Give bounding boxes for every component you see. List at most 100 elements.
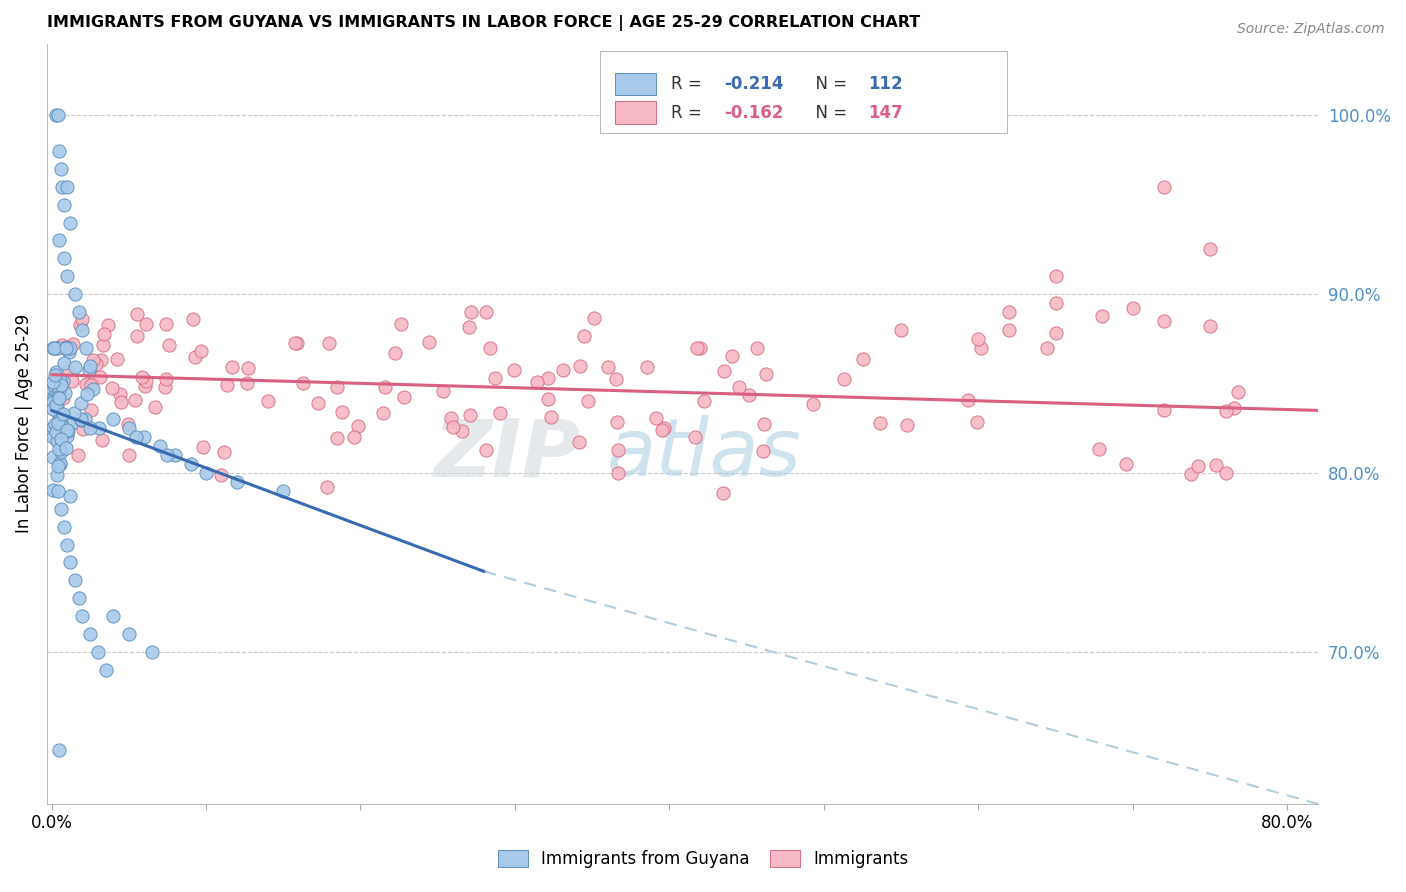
Point — [48, 234, 70, 248]
Point — [475, 305, 498, 319]
Point — [55, 341, 77, 355]
Point — [55, 442, 77, 456]
Point — [72, 422, 94, 436]
Point — [42, 483, 65, 497]
Point — [44, 417, 66, 431]
Point — [56, 179, 79, 194]
Point — [418, 334, 440, 349]
Point — [636, 359, 658, 374]
Point — [316, 480, 339, 494]
Point — [598, 360, 620, 375]
Point — [46, 404, 69, 418]
Point — [374, 380, 396, 394]
Point — [755, 367, 778, 381]
Point — [44, 368, 66, 383]
Point — [103, 609, 125, 624]
Point — [59, 341, 82, 355]
Point — [1223, 401, 1246, 415]
Point — [125, 430, 148, 444]
Point — [127, 307, 149, 321]
Point — [53, 385, 76, 400]
Point — [1205, 458, 1227, 472]
Point — [52, 252, 75, 266]
Point — [318, 335, 340, 350]
Point — [1045, 326, 1067, 341]
Point — [728, 380, 751, 394]
Point — [153, 380, 176, 394]
Point — [42, 430, 65, 444]
Point — [46, 458, 69, 473]
Point — [257, 394, 280, 409]
Point — [118, 421, 141, 435]
Point — [48, 370, 70, 384]
Point — [869, 416, 891, 430]
Point — [165, 448, 187, 462]
Point — [1153, 403, 1175, 417]
Point — [94, 663, 117, 677]
Point — [46, 483, 69, 498]
Point — [70, 413, 93, 427]
Point — [568, 435, 591, 450]
Point — [55, 340, 77, 354]
Point — [53, 341, 76, 355]
Point — [209, 468, 232, 483]
Point — [56, 423, 79, 437]
Text: -0.162: -0.162 — [724, 103, 785, 122]
Point — [51, 444, 73, 458]
Point — [80, 372, 103, 386]
Point — [134, 430, 156, 444]
Point — [127, 329, 149, 343]
Point — [432, 384, 454, 399]
Point — [568, 359, 591, 373]
Point — [967, 332, 990, 346]
Point — [82, 382, 104, 396]
Point — [66, 448, 89, 462]
Point — [60, 374, 83, 388]
Point — [55, 341, 77, 355]
Point — [970, 341, 993, 355]
Y-axis label: In Labor Force | Age 25-29: In Labor Force | Age 25-29 — [15, 314, 32, 533]
Point — [49, 161, 72, 176]
Point — [75, 377, 97, 392]
Point — [221, 360, 243, 375]
Point — [49, 457, 72, 471]
Point — [896, 418, 918, 433]
Point — [1122, 301, 1144, 316]
Text: IMMIGRANTS FROM GUYANA VS IMMIGRANTS IN LABOR FORCE | AGE 25-29 CORRELATION CHAR: IMMIGRANTS FROM GUYANA VS IMMIGRANTS IN … — [46, 15, 920, 31]
Point — [713, 364, 735, 378]
Point — [42, 395, 65, 409]
Point — [745, 341, 768, 355]
Point — [91, 337, 114, 351]
Point — [215, 377, 238, 392]
Point — [89, 369, 111, 384]
Point — [458, 409, 481, 423]
Point — [75, 341, 97, 355]
Point — [42, 375, 65, 389]
Point — [63, 360, 86, 375]
Point — [149, 439, 172, 453]
Point — [84, 358, 107, 372]
Point — [110, 395, 132, 409]
Point — [70, 312, 93, 326]
Point — [49, 443, 72, 458]
Point — [51, 418, 73, 433]
Point — [711, 485, 734, 500]
Point — [67, 305, 90, 319]
Point — [373, 406, 395, 420]
Point — [42, 450, 65, 465]
Point — [155, 371, 177, 385]
Point — [1180, 467, 1202, 482]
Point — [190, 344, 212, 359]
Point — [1199, 319, 1222, 334]
Text: Source: ZipAtlas.com: Source: ZipAtlas.com — [1237, 22, 1385, 37]
Point — [80, 378, 103, 392]
Point — [285, 335, 308, 350]
Point — [108, 387, 131, 401]
Point — [439, 410, 461, 425]
Point — [180, 457, 202, 471]
Point — [392, 390, 415, 404]
Point — [966, 416, 988, 430]
Point — [1215, 404, 1237, 418]
Point — [307, 395, 329, 409]
Point — [97, 318, 120, 333]
